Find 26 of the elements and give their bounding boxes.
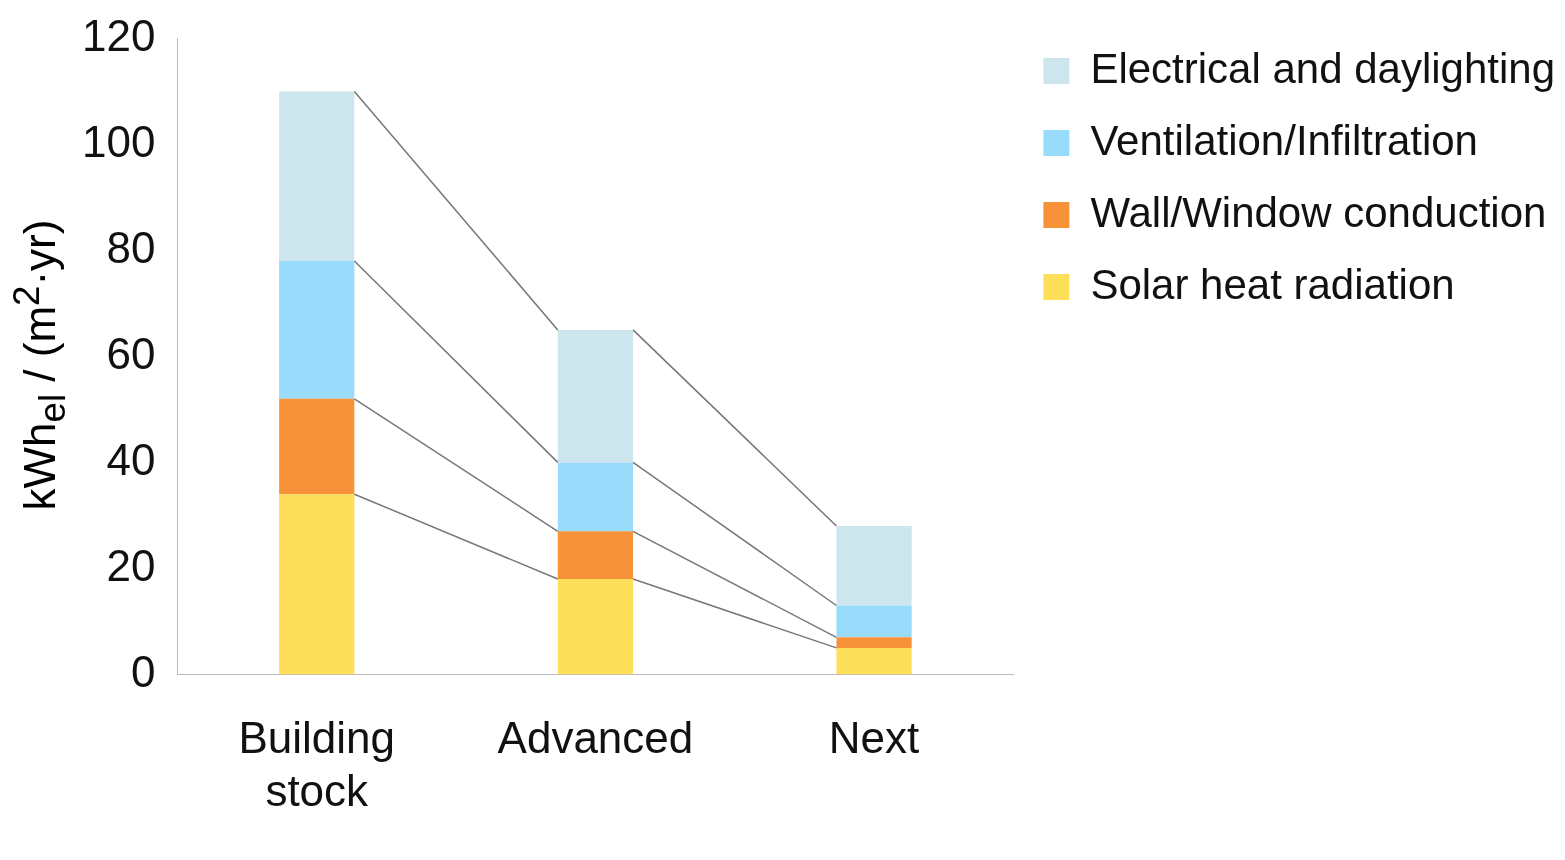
bar — [279, 398, 355, 495]
y-tick-label: 20 — [106, 540, 156, 590]
bar — [557, 531, 634, 579]
x-tick-label: Advanced — [497, 712, 694, 762]
legend-label: Solar heat radiation — [1090, 260, 1455, 308]
bar — [836, 605, 912, 638]
y-tick-label: 100 — [81, 116, 156, 166]
legend-label: Wall/Window conduction — [1090, 188, 1547, 236]
y-tick-label: 60 — [106, 328, 156, 378]
bar — [279, 91, 355, 261]
bar — [836, 526, 912, 606]
y-tick-label: 80 — [106, 222, 156, 272]
x-tick-label: Building stock — [238, 712, 396, 815]
y-tick-label: 120 — [81, 10, 156, 60]
bar — [279, 494, 355, 675]
legend-label: Ventilation/Infiltration — [1090, 116, 1478, 164]
y-tick-label: 40 — [106, 434, 156, 484]
x-tick-label: Next — [828, 712, 920, 762]
legend-label: Electrical and daylighting — [1090, 44, 1555, 92]
y-tick-label: 0 — [130, 646, 156, 696]
bar — [836, 647, 912, 675]
bar — [557, 579, 634, 675]
bar — [279, 261, 355, 399]
bar — [557, 329, 634, 463]
bar — [836, 637, 912, 648]
bar — [557, 462, 634, 532]
